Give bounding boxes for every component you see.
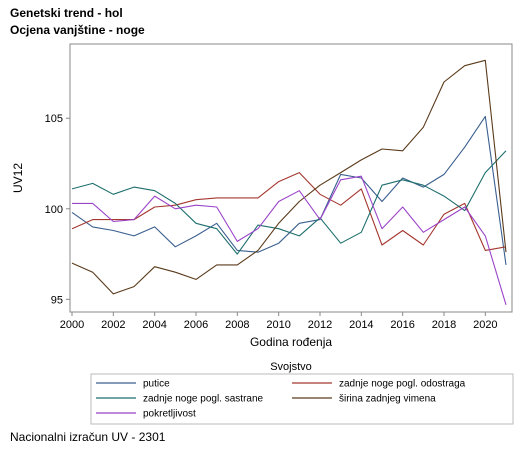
x-tick-label: 2020 [473, 319, 497, 331]
x-axis-label: Godina rođenja [250, 335, 332, 349]
legend: putice zadnje noge pogl. odostraga zadnje … [96, 379, 466, 420]
series-line-3 [71, 150, 507, 255]
legend-title: Svojstvo [270, 361, 312, 373]
footer-note: Nacionalni izračun UV - 2301 [10, 430, 166, 444]
chart-title: Genetski trend - hol [10, 6, 123, 20]
y-axis-ticks: 95 100 105 [45, 113, 70, 306]
y-tick-label: 95 [51, 294, 63, 306]
x-tick-label: 2006 [184, 319, 208, 331]
x-tick-label: 2000 [60, 319, 84, 331]
legend-box [90, 373, 514, 425]
legend-label: pokretljivost [143, 409, 196, 420]
y-tick-label: 100 [45, 204, 63, 216]
legend-label: zadnje noge pogl. sastrane [143, 394, 264, 405]
series-line-1 [71, 115, 507, 265]
y-tick-label: 105 [45, 113, 63, 125]
y-axis-label: UV12 [11, 163, 25, 193]
x-tick-label: 2010 [266, 319, 290, 331]
series-line-4 [71, 59, 507, 295]
x-tick-label: 2012 [308, 319, 332, 331]
x-tick-label: 2014 [349, 319, 373, 331]
x-axis-ticks: 2000 2002 2004 2006 2008 2010 2012 2014 2016 2018… [60, 312, 498, 331]
series-line-5 [72, 175, 507, 305]
plot-frame [69, 43, 513, 313]
series-lines [71, 59, 507, 305]
x-tick-label: 2018 [432, 319, 456, 331]
chart-subtitle: Ocjena vanjštine - noge [10, 23, 145, 37]
series-line-2 [71, 172, 507, 251]
x-tick-label: 2008 [225, 319, 249, 331]
legend-label: širina zadnjeg vimena [339, 394, 436, 405]
legend-label: putice [143, 379, 170, 390]
x-tick-label: 2016 [390, 319, 414, 331]
x-tick-label: 2004 [142, 319, 166, 331]
x-tick-label: 2002 [101, 319, 125, 331]
legend-label: zadnje noge pogl. odostraga [339, 379, 466, 390]
